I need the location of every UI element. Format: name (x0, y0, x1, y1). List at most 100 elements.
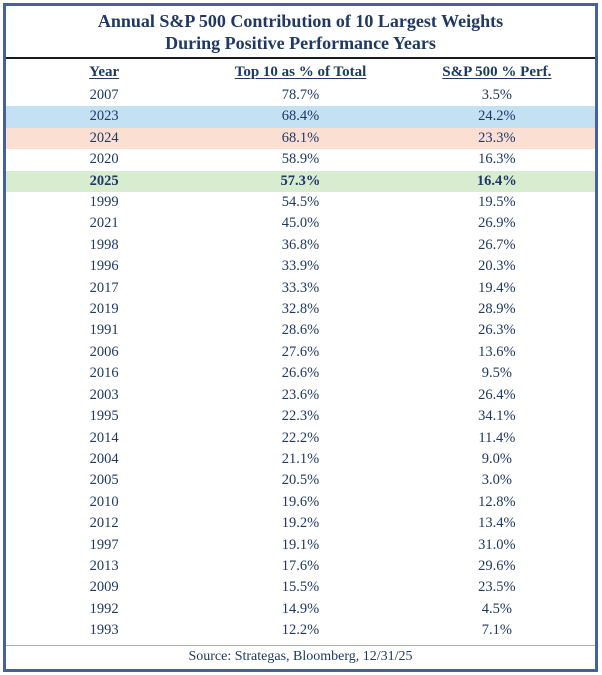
table-cell-top10: 33.9% (281, 258, 320, 275)
table-cell-perf: 13.6% (478, 343, 516, 360)
table-cell-year: 1993 (89, 622, 119, 639)
table-cell-year: 2003 (89, 386, 119, 403)
table-cell-top10: 22.2% (281, 429, 320, 446)
table-cell-year: 2016 (89, 365, 119, 382)
table-row: 1993 12.2% 7.1% (6, 620, 595, 641)
title-line-2: During Positive Performance Years (165, 33, 436, 53)
table-cell-top10: 32.8% (281, 301, 320, 318)
data-table: Year Top 10 as % of Total S&P 500 % Perf… (6, 59, 595, 642)
table-cell-year: 2017 (89, 279, 119, 296)
table-row: 1992 14.9% 4.5% (6, 599, 595, 620)
table-frame: Annual S&P 500 Contribution of 10 Larges… (3, 3, 598, 672)
table-cell-perf: 16.3% (478, 151, 516, 168)
table-cell-year: 2023 (6, 106, 203, 128)
table-cell-year: 2025 (6, 170, 203, 193)
table-row: 2007 78.7% 3.5% (6, 85, 595, 106)
table-row: 2012 19.2% 13.4% (6, 513, 595, 534)
table-cell-top10: 68.1% (202, 127, 399, 150)
table-cell-top10: 14.9% (281, 600, 320, 617)
table-row: 2023 68.4% 24.2% (6, 106, 595, 128)
table-cell-year: 1998 (89, 236, 119, 253)
table-row: 2024 68.1% 23.3% (6, 127, 595, 150)
table-cell-top10: 12.2% (281, 622, 320, 639)
table-cell-year: 2009 (89, 579, 119, 596)
table-cell-perf: 3.5% (481, 87, 512, 103)
table-cell-perf: 28.9% (478, 301, 516, 318)
table-row: 2005 20.5% 3.0% (6, 470, 595, 491)
table-cell-top10: 19.2% (281, 515, 320, 532)
table-cell-perf: 3.0% (481, 472, 512, 489)
table-cell-perf: 23.5% (478, 579, 516, 596)
title-line-1: Annual S&P 500 Contribution of 10 Larges… (97, 11, 504, 31)
table-cell-top10: 17.6% (281, 557, 320, 574)
table-row: 1996 33.9% 20.3% (6, 256, 595, 277)
table-row: 2019 32.8% 28.9% (6, 299, 595, 320)
table-row: 1995 22.3% 34.1% (6, 406, 595, 427)
table-cell-top10: 54.5% (281, 194, 320, 211)
table-row: 1998 36.8% 26.7% (6, 235, 595, 256)
table-header: Year Top 10 as % of Total S&P 500 % Perf… (6, 59, 595, 85)
table-cell-top10: 15.5% (281, 579, 320, 596)
table-row: 1991 28.6% 26.3% (6, 320, 595, 341)
table-row: 1997 19.1% 31.0% (6, 535, 595, 556)
table-cell-perf: 24.2% (398, 106, 595, 128)
table-cell-perf: 12.8% (478, 493, 516, 510)
table-cell-year: 2006 (89, 343, 119, 360)
table-cell-perf: 26.4% (478, 386, 516, 403)
table-cell-top10: 57.3% (202, 170, 399, 193)
table-row: 2004 21.1% 9.0% (6, 449, 595, 470)
table-cell-perf: 20.3% (478, 258, 516, 275)
table-cell-top10: 26.6% (281, 365, 320, 382)
table-cell-top10: 22.3% (281, 408, 320, 425)
table-cell-year: 2013 (89, 557, 119, 574)
table-row: 2016 26.6% 9.5% (6, 363, 595, 384)
table-cell-top10: 28.6% (281, 322, 320, 339)
table-cell-top10: 19.1% (281, 536, 320, 553)
page-title: Annual S&P 500 Contribution of 10 Larges… (6, 6, 595, 59)
table-cell-top10: 33.3% (281, 279, 320, 296)
table-cell-top10: 36.8% (281, 236, 320, 253)
column-header-perf: S&P 500 % Perf. (442, 63, 552, 80)
table-cell-perf: 19.4% (478, 279, 516, 296)
table-row: 2020 58.9% 16.3% (6, 149, 595, 170)
table-cell-year: 1991 (89, 322, 119, 339)
table-cell-perf: 31.0% (478, 536, 516, 553)
table-cell-year: 2004 (89, 450, 119, 467)
table-row: 2003 23.6% 26.4% (6, 385, 595, 406)
table-cell-top10: 21.1% (281, 450, 320, 467)
table-row: 2006 27.6% 13.6% (6, 342, 595, 363)
table-cell-top10: 19.6% (281, 493, 320, 510)
header-row: Year Top 10 as % of Total S&P 500 % Perf… (6, 59, 595, 85)
table-cell-top10: 23.6% (281, 386, 320, 403)
table-row: 2017 33.3% 19.4% (6, 278, 595, 299)
table-cell-perf: 4.5% (481, 600, 512, 617)
table-row: 2021 45.0% 26.9% (6, 213, 595, 234)
table-cell-top10: 58.9% (281, 151, 320, 168)
table-cell-perf: 13.4% (478, 515, 516, 532)
table-row: 2013 17.6% 29.6% (6, 556, 595, 577)
column-header-year: Year (89, 63, 120, 80)
table-cell-year: 2007 (89, 87, 119, 103)
table-cell-perf: 9.5% (481, 365, 512, 382)
table-cell-perf: 7.1% (481, 622, 512, 639)
table-cell-top10: 20.5% (281, 472, 320, 489)
table-cell-perf: 34.1% (478, 408, 516, 425)
table-cell-year: 2014 (89, 429, 119, 446)
table-cell-perf: 29.6% (478, 557, 516, 574)
table-row: 2010 19.6% 12.8% (6, 492, 595, 513)
table-cell-perf: 9.0% (481, 450, 512, 467)
table-cell-perf: 11.4% (478, 429, 516, 446)
table-cell-year: 2021 (89, 215, 119, 232)
table-row: 1999 54.5% 19.5% (6, 192, 595, 213)
table-cell-top10: 78.7% (281, 87, 320, 103)
table-cell-year: 1992 (89, 600, 119, 617)
table-cell-year: 1999 (89, 194, 119, 211)
column-header-top10: Top 10 as % of Total (234, 63, 367, 80)
table-cell-year: 1996 (89, 258, 119, 275)
table-cell-perf: 23.3% (398, 127, 595, 150)
table-cell-year: 1995 (89, 408, 119, 425)
table-row: 2009 15.5% 23.5% (6, 577, 595, 598)
table-cell-year: 2020 (89, 151, 119, 168)
table-cell-year: 2012 (89, 515, 119, 532)
